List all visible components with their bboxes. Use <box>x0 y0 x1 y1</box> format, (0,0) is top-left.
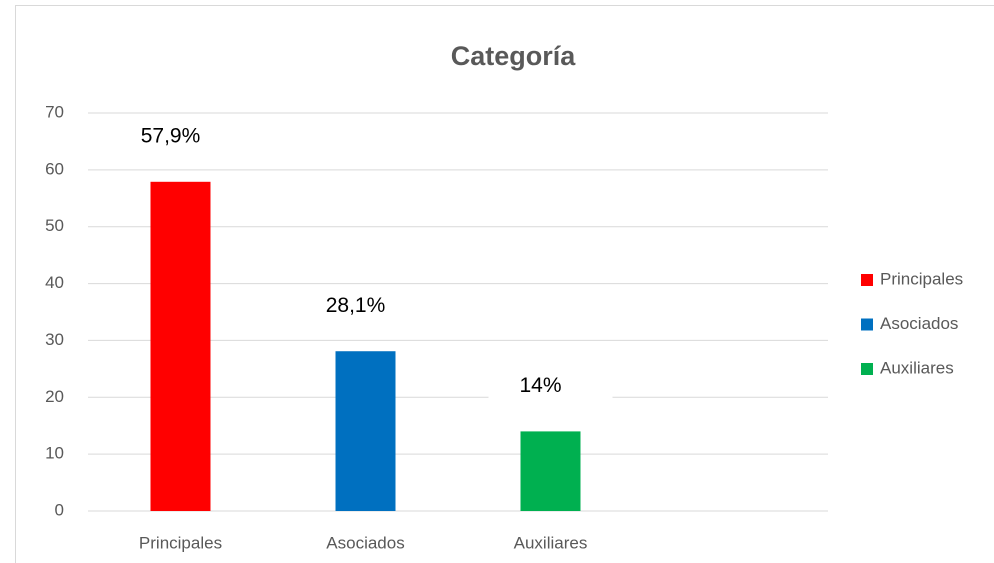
y-tick-label: 20 <box>45 387 64 406</box>
y-tick-label: 50 <box>45 216 64 235</box>
bar <box>150 181 211 511</box>
bar <box>520 431 581 511</box>
legend-label: Auxiliares <box>880 358 954 377</box>
y-tick-label: 10 <box>45 444 64 463</box>
data-label: 57,9% <box>141 124 201 147</box>
x-tick-label: Auxiliares <box>514 533 588 552</box>
x-tick-label: Principales <box>139 533 222 552</box>
chart-title: Categoría <box>451 41 577 71</box>
legend-swatch <box>861 274 873 286</box>
x-tick-label: Asociados <box>326 533 404 552</box>
y-tick-label: 60 <box>45 159 64 178</box>
label-background <box>118 119 243 154</box>
label-background <box>488 369 613 404</box>
y-tick-label: 40 <box>45 273 64 292</box>
legend-label: Asociados <box>880 314 958 333</box>
label-background <box>303 289 428 324</box>
legend-swatch <box>861 318 873 331</box>
data-label: 14% <box>519 374 561 397</box>
bar <box>335 351 396 511</box>
legend-swatch <box>861 363 873 375</box>
y-tick-label: 30 <box>45 330 64 349</box>
data-label: 28,1% <box>326 294 386 317</box>
legend-label: Principales <box>880 269 963 288</box>
y-tick-label: 70 <box>45 102 64 121</box>
chart-frame <box>15 5 994 563</box>
y-tick-label: 0 <box>55 500 64 519</box>
